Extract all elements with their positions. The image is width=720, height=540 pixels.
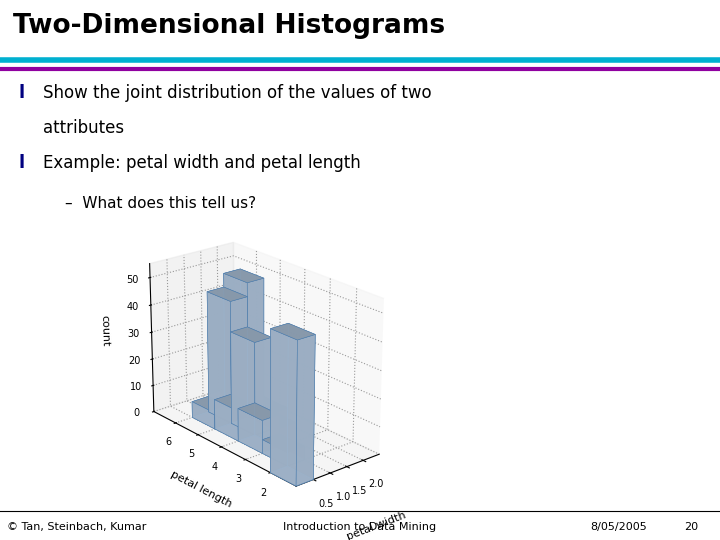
Text: l: l xyxy=(18,84,24,102)
X-axis label: petal width: petal width xyxy=(345,510,408,540)
Text: –  What does this tell us?: – What does this tell us? xyxy=(65,196,256,211)
Text: 20: 20 xyxy=(684,522,698,532)
Text: attributes: attributes xyxy=(43,119,125,137)
Text: © Tan, Steinbach, Kumar: © Tan, Steinbach, Kumar xyxy=(7,522,147,532)
Text: Introduction to Data Mining: Introduction to Data Mining xyxy=(284,522,436,532)
Y-axis label: petal length: petal length xyxy=(169,469,233,509)
Text: Two-Dimensional Histograms: Two-Dimensional Histograms xyxy=(13,13,445,39)
Text: l: l xyxy=(18,154,24,172)
Text: 8/05/2005: 8/05/2005 xyxy=(590,522,647,532)
Text: Show the joint distribution of the values of two: Show the joint distribution of the value… xyxy=(43,84,432,102)
Text: Example: petal width and petal length: Example: petal width and petal length xyxy=(43,154,361,172)
